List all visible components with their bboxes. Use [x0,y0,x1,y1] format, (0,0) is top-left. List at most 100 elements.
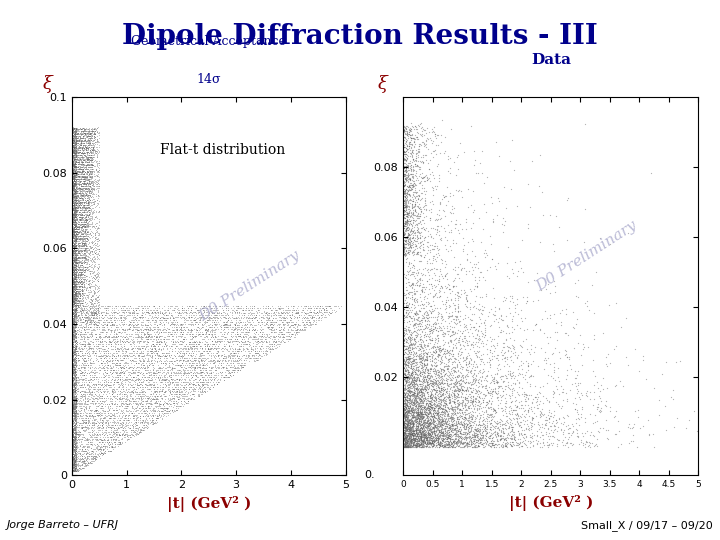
Point [81,169,93,178]
Point [448,395,459,403]
Point [430,409,441,417]
Point [68,180,80,188]
Point [84,209,95,218]
Point [86,248,98,257]
Point [416,436,428,444]
Point [433,326,445,334]
Point [461,361,472,370]
Point [73,308,84,316]
Point [402,219,413,227]
Point [477,420,489,428]
Point [335,302,346,310]
Point [463,332,474,341]
Point [80,137,91,146]
Point [419,423,431,431]
Point [130,312,141,321]
Point [127,304,139,313]
Point [454,332,466,340]
Point [66,204,78,213]
Point [69,132,81,140]
Point [70,185,81,193]
Point [145,403,156,412]
Point [243,318,255,326]
Point [70,312,81,321]
Point [225,372,237,380]
Point [99,336,111,345]
Point [86,200,97,209]
Point [84,316,95,325]
Point [111,377,122,386]
Point [68,395,79,403]
Point [89,455,101,464]
Point [75,259,86,268]
Point [167,384,179,393]
Point [428,392,439,401]
Point [135,400,146,409]
Point [466,437,477,446]
Point [68,405,80,414]
Point [398,242,410,251]
Point [72,297,84,306]
Point [92,374,104,383]
Point [426,429,437,438]
Point [66,324,78,333]
Point [421,124,433,133]
Point [74,162,86,171]
Point [420,399,432,407]
Point [453,226,464,235]
Point [547,428,559,436]
Point [71,280,82,288]
Point [74,269,86,278]
Point [406,239,418,247]
Point [70,289,81,298]
Point [70,329,81,338]
Point [73,197,84,205]
Point [93,340,104,348]
Point [572,406,583,414]
Point [76,443,88,452]
Point [186,373,198,381]
Point [187,383,199,391]
Point [141,335,153,343]
Point [71,283,83,292]
Point [193,326,204,335]
Point [157,367,168,376]
Point [431,376,443,384]
Point [537,382,549,390]
Point [127,388,138,397]
Point [75,271,86,280]
Point [68,237,79,245]
Point [398,164,410,172]
Point [592,427,603,435]
Point [114,361,125,369]
Point [66,350,78,359]
Point [68,129,79,137]
Point [420,386,431,395]
Point [74,202,86,211]
Point [123,310,135,319]
Point [404,363,415,372]
Point [245,304,256,313]
Point [71,208,82,217]
Point [428,435,439,444]
Point [102,376,114,384]
Point [68,242,80,251]
Point [70,386,81,395]
Point [492,423,504,431]
Point [88,204,99,212]
Point [78,177,90,185]
Point [440,385,451,394]
Point [96,302,108,310]
Point [148,390,159,399]
Point [166,354,178,362]
Point [399,210,410,218]
Point [155,318,166,327]
Point [438,192,450,201]
Point [413,441,425,449]
Point [131,343,143,352]
Point [480,249,492,258]
Point [70,160,81,168]
Point [71,152,82,161]
Point [107,319,118,328]
Point [538,392,549,400]
